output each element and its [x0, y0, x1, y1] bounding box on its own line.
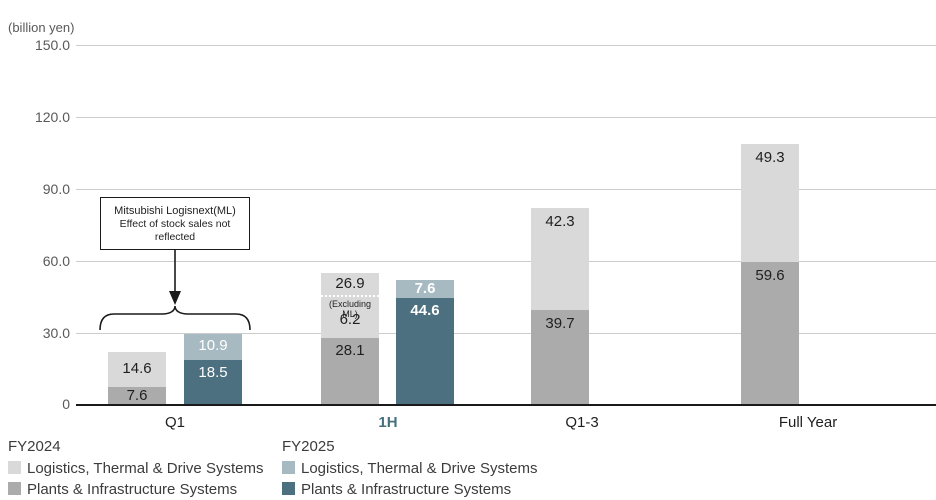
bar-segment-q13-fy2024-plants: 39.7 — [531, 310, 589, 404]
x-axis-line — [76, 404, 936, 406]
legend-label: Plants & Infrastructure Systems — [27, 481, 238, 498]
legend-title-fy2024: FY2024 — [8, 438, 61, 455]
legend-swatch-fy2024-logistics — [8, 461, 21, 474]
y-tick-label: 150.0 — [34, 37, 70, 53]
callout-arrow-and-brace — [99, 250, 251, 331]
bar-segment-fullyear-fy2024-plants: 59.6 — [741, 262, 799, 404]
gridline-90 — [76, 189, 936, 190]
legend-item: Plants & Infrastructure Systems — [8, 482, 237, 498]
bar-segment-q13-fy2024-logistics: 42.3 — [531, 208, 589, 310]
x-tick-label-q13: Q1-3 — [565, 414, 599, 431]
bar-segment-q1-fy2025-logistics: 10.9 — [184, 334, 242, 360]
excluding-ml-value: 6.2 — [339, 311, 361, 328]
x-tick-label-fullyear: Full Year — [778, 414, 838, 431]
bar-value: 10.9 — [198, 337, 228, 354]
bar-value: 14.6 — [122, 360, 152, 377]
y-tick-label: 120.0 — [34, 109, 70, 125]
legend-item: Logistics, Thermal & Drive Systems — [8, 461, 263, 477]
legend-item: Logistics, Thermal & Drive Systems — [282, 461, 537, 477]
gridline-30 — [76, 333, 936, 334]
bar-value: 39.7 — [545, 315, 575, 332]
bar-value: 7.6 — [126, 387, 148, 404]
legend-label: Plants & Infrastructure Systems — [301, 481, 512, 498]
legend-label: Logistics, Thermal & Drive Systems — [301, 460, 538, 477]
y-tick-label: 90.0 — [42, 181, 70, 197]
bar-segment-1h-fy2024-logistics: 26.9 (Excluding ML) 6.2 — [321, 273, 379, 338]
excluding-ml-label: (Excluding ML) — [328, 299, 372, 319]
bar-segment-fullyear-fy2024-logistics: 49.3 — [741, 144, 799, 262]
legend-swatch-fy2025-logistics — [282, 461, 295, 474]
bar-segment-q1-fy2024-plants: 7.6 — [108, 387, 166, 404]
bar-value: 7.6 — [414, 280, 436, 297]
bar-value: 42.3 — [545, 213, 575, 230]
bar-segment-q1-fy2024-logistics: 14.6 — [108, 352, 166, 387]
bar-value: 26.9 — [335, 275, 365, 292]
x-tick-label-1h: 1H — [378, 414, 398, 431]
legend-title-fy2025: FY2025 — [282, 438, 335, 455]
gridline-60 — [76, 261, 936, 262]
y-tick-label: 30.0 — [42, 325, 70, 341]
bar-value: 44.6 — [410, 302, 440, 319]
excluding-ml-divider — [321, 295, 379, 297]
gridline-150 — [76, 45, 936, 46]
callout-box: Mitsubishi Logisnext(ML) Effect of stock… — [100, 197, 250, 250]
y-tick-label: 60.0 — [42, 253, 70, 269]
legend-item: Plants & Infrastructure Systems — [282, 482, 511, 498]
legend-swatch-fy2025-plants — [282, 482, 295, 495]
legend-swatch-fy2024-plants — [8, 482, 21, 495]
gridline-120 — [76, 117, 936, 118]
bar-value: 59.6 — [755, 267, 785, 284]
bar-segment-1h-fy2024-plants: 28.1 — [321, 338, 379, 404]
bar-value: 28.1 — [335, 342, 365, 359]
legend-label: Logistics, Thermal & Drive Systems — [27, 460, 264, 477]
bar-value: 18.5 — [198, 364, 228, 381]
bar-segment-1h-fy2025-plants: 44.6 — [396, 298, 454, 404]
callout-line1: Mitsubishi Logisnext(ML) — [114, 204, 236, 217]
callout-line2: Effect of stock sales not reflected — [119, 217, 231, 243]
y-tick-label: 0 — [62, 396, 70, 412]
bar-segment-q1-fy2025-plants: 18.5 — [184, 360, 242, 404]
y-axis-unit-label: (billion yen) — [8, 20, 75, 35]
bar-value: 49.3 — [755, 149, 785, 166]
x-tick-label-q1: Q1 — [164, 414, 185, 431]
bar-segment-1h-fy2025-logistics: 7.6 — [396, 280, 454, 298]
